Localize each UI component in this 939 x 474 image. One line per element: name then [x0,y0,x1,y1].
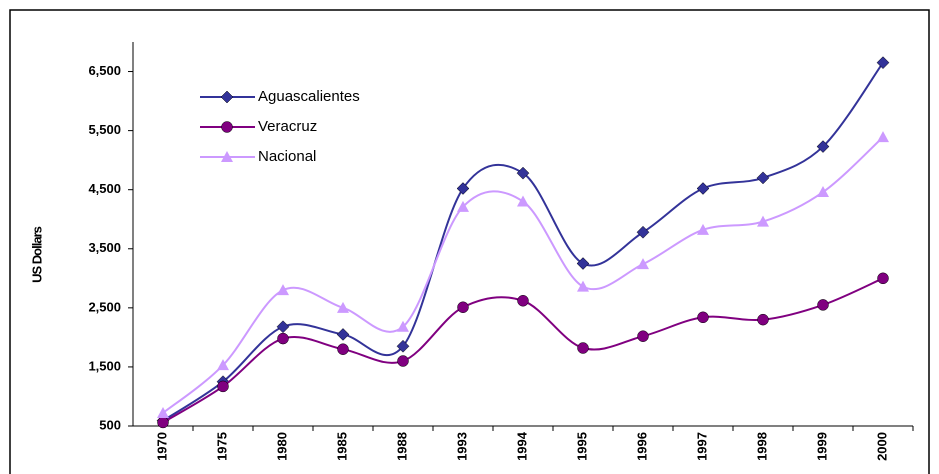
marker [877,131,889,143]
marker [817,299,829,311]
marker [217,359,229,371]
marker [757,215,769,227]
marker [817,186,829,198]
x-tick-label: 1994 [514,431,529,461]
marker [576,257,590,270]
x-tick-label: 1995 [574,432,589,461]
x-tick-label: 1985 [334,432,349,461]
legend-text: Aguascalientes [258,88,360,105]
x-tick-label: 1988 [394,432,409,461]
marker [876,56,890,70]
x-tick-label: 1997 [694,432,709,461]
marker [577,342,589,354]
marker [157,407,169,419]
x-tick-label: 1980 [274,432,289,461]
x-tick-label: 2000 [874,432,889,461]
x-tick-label: 1975 [214,432,229,461]
x-tick-label: 1970 [154,432,169,461]
marker [517,195,529,207]
y-tick-label: 6,500 [88,63,121,78]
marker [221,121,233,133]
marker [336,328,350,341]
marker [276,320,290,334]
marker [756,171,770,185]
chart-frame [9,9,930,474]
marker [220,90,234,104]
marker [637,258,649,270]
marker [396,339,410,353]
marker [457,200,469,212]
marker [637,330,649,342]
marker [221,151,233,162]
marker [217,380,229,393]
marker [337,301,349,313]
legend-text: Nacional [258,148,316,165]
marker [457,301,469,314]
y-tick-label: 3,500 [88,240,121,255]
marker [397,355,409,367]
marker [697,311,709,324]
marker [577,280,589,292]
marker [696,182,710,195]
x-tick-label: 1996 [634,432,649,461]
marker [516,166,530,180]
marker [517,295,529,307]
y-tick-label: 2,500 [88,299,121,314]
x-tick-label: 1993 [454,432,469,461]
marker [456,182,470,195]
marker [277,332,289,345]
marker [277,284,289,296]
marker [337,343,349,355]
y-tick-label: 5,500 [88,122,121,137]
legend-text: Veracruz [258,118,317,135]
x-tick-label: 1999 [814,432,829,461]
marker [636,225,650,239]
marker [697,223,709,235]
y-tick-label: 500 [99,417,121,432]
marker [757,313,769,326]
y-tick-label: 4,500 [88,181,121,196]
marker [157,416,169,429]
y-tick-label: 1,500 [88,358,121,373]
y-axis-title: US Dollars [29,226,44,283]
marker [816,140,830,153]
marker [877,272,889,285]
x-tick-label: 1998 [754,432,769,461]
marker [397,320,409,332]
